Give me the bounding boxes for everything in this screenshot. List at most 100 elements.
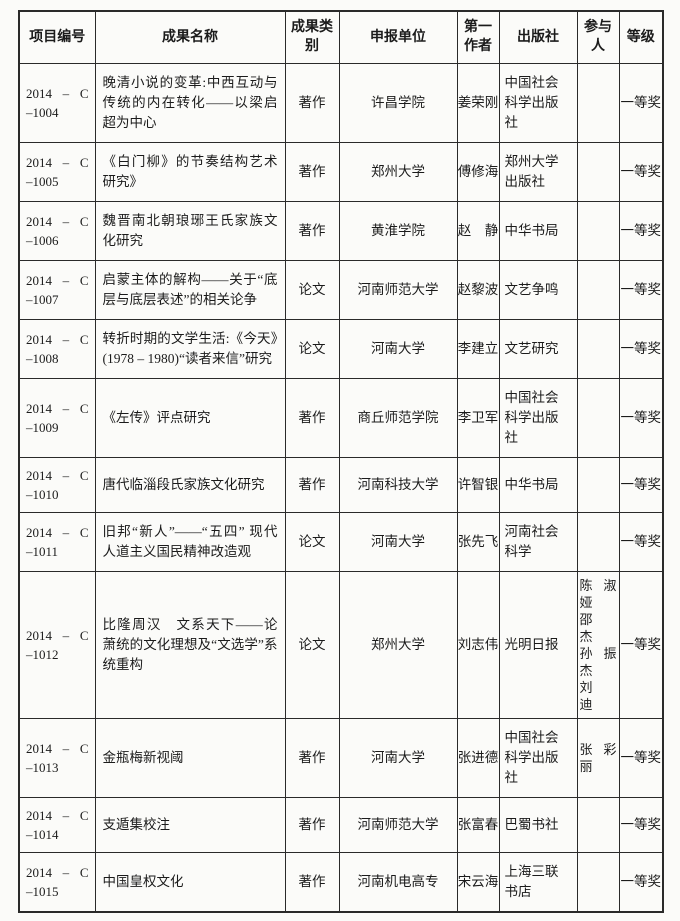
participants-cell: 张彩丽 xyxy=(576,717,620,798)
category-cell: 著作 xyxy=(284,851,340,912)
project-id-line: –1013 xyxy=(26,759,59,775)
author-cell: 李卫军 xyxy=(456,377,500,458)
table-row: 2014 – C –1014 支遁集校注 著作 河南师范大学 张富春 巴蜀书社 一等奖 xyxy=(18,796,664,853)
participant-name: 邵 杰 xyxy=(579,611,606,644)
grade-cell: 一等奖 xyxy=(618,717,664,798)
project-id-cell: 2014 – C –1010 xyxy=(18,456,96,513)
author-cell: 傅修海 xyxy=(456,141,500,202)
publisher-cell: 河南社会科学 xyxy=(498,511,578,572)
project-id-cell: 2014 – C –1007 xyxy=(18,259,96,320)
project-id-line: 2014 – C xyxy=(26,400,89,416)
project-id-cell: 2014 – C –1008 xyxy=(18,318,96,379)
title-cell: 启蒙主体的解构——关于“底层与底层表述”的相关论争 xyxy=(94,259,286,320)
publisher-cell: 郑州大学出版社 xyxy=(498,141,578,202)
column-header-publisher: 出版社 xyxy=(498,10,578,64)
publisher-cell: 中国社会科学出版社 xyxy=(498,717,578,798)
grade-cell: 一等奖 xyxy=(618,62,664,143)
title-cell: 晚清小说的变革:中西互动与传统的内在转化——以梁启超为中心 xyxy=(94,62,286,143)
category-cell: 著作 xyxy=(284,456,340,513)
participants-cell: 陈淑娅邵 杰孙振杰刘 迪 xyxy=(576,570,620,719)
grade-cell: 一等奖 xyxy=(618,141,664,202)
participants-cell xyxy=(576,141,620,202)
column-header-first-author: 第一 作者 xyxy=(456,10,500,64)
title-cell: 旧邦“新人”——“五四” 现代人道主义国民精神改造观 xyxy=(94,511,286,572)
unit-cell: 河南大学 xyxy=(338,318,458,379)
project-id-line: 2014 – C xyxy=(26,272,89,288)
project-id-line: 2014 – C xyxy=(26,524,89,540)
author-cell: 李建立 xyxy=(456,318,500,379)
participants-cell xyxy=(576,511,620,572)
publisher-cell: 文艺研究 xyxy=(498,318,578,379)
project-id-line: –1011 xyxy=(26,543,59,559)
author-cell: 张进德 xyxy=(456,717,500,798)
table-row: 2014 – C –1005 《白门柳》的节奏结构艺术研究》 著作 郑州大学 傅修海 郑州大… xyxy=(18,141,664,202)
publisher-cell: 中华书局 xyxy=(498,200,578,261)
participants-cell xyxy=(576,318,620,379)
project-id-cell: 2014 – C –1013 xyxy=(18,717,96,798)
publisher-cell: 光明日报 xyxy=(498,570,578,719)
author-cell: 许智银 xyxy=(456,456,500,513)
participants-cell xyxy=(576,456,620,513)
unit-cell: 河南机电高专 xyxy=(338,851,458,912)
category-cell: 著作 xyxy=(284,62,340,143)
grade-cell: 一等奖 xyxy=(618,851,664,912)
column-header-participants: 参与人 xyxy=(576,10,620,64)
project-id-cell: 2014 – C –1012 xyxy=(18,570,96,719)
table-body: 2014 – C –1004 晚清小说的变革:中西互动与传统的内在转化——以梁启超为… xyxy=(18,62,664,912)
participants-cell xyxy=(576,851,620,912)
project-id-line: 2014 – C xyxy=(26,213,89,229)
table-row: 2014 – C –1011 旧邦“新人”——“五四” 现代人道主义国民精神改造观论… xyxy=(18,511,664,572)
project-id-cell: 2014 – C –1009 xyxy=(18,377,96,458)
unit-cell: 商丘师范学院 xyxy=(338,377,458,458)
table-row: 2014 – C –1009 《左传》评点研究 著作 商丘师范学院 李卫军 中国社会科学出版… xyxy=(18,377,664,458)
column-header-title: 成果名称 xyxy=(94,10,286,64)
publisher-cell: 文艺争鸣 xyxy=(498,259,578,320)
category-cell: 著作 xyxy=(284,200,340,261)
grade-cell: 一等奖 xyxy=(618,456,664,513)
header-row: 项目编号 成果名称 成果类别 申报单位 第一 作者 出版社 参与人 等级 xyxy=(18,10,664,64)
unit-cell: 郑州大学 xyxy=(338,570,458,719)
author-cell: 赵黎波 xyxy=(456,259,500,320)
category-cell: 论文 xyxy=(284,511,340,572)
project-id-line: 2014 – C xyxy=(26,331,89,347)
table-row: 2014 – C –1006 魏晋南北朝琅琊王氏家族文化研究 著作 黄淮学院赵 静中华书… xyxy=(18,200,664,261)
project-id-line: –1005 xyxy=(26,173,59,189)
project-id-line: 2014 – C xyxy=(26,807,89,823)
table-row: 2014 – C –1015 中国皇权文化 著作 河南机电高专 宋云海 上海三联书店 一等奖 xyxy=(18,851,664,912)
title-cell: 唐代临淄段氏家族文化研究 xyxy=(94,456,286,513)
author-cell: 张富春 xyxy=(456,796,500,853)
project-id-line: –1008 xyxy=(26,350,59,366)
title-cell: 《左传》评点研究 xyxy=(94,377,286,458)
column-header-unit: 申报单位 xyxy=(338,10,458,64)
project-id-line: 2014 – C xyxy=(26,154,89,170)
participants-cell xyxy=(576,259,620,320)
participant-name: 张彩丽 xyxy=(579,741,617,774)
category-cell: 论文 xyxy=(284,259,340,320)
participants-cell xyxy=(576,200,620,261)
grade-cell: 一等奖 xyxy=(618,259,664,320)
unit-cell: 郑州大学 xyxy=(338,141,458,202)
category-cell: 论文 xyxy=(284,570,340,719)
unit-cell: 许昌学院 xyxy=(338,62,458,143)
publisher-cell: 上海三联书店 xyxy=(498,851,578,912)
table-row: 2014 – C –1004 晚清小说的变革:中西互动与传统的内在转化——以梁启超为… xyxy=(18,62,664,143)
publisher-cell: 中华书局 xyxy=(498,456,578,513)
title-cell: 魏晋南北朝琅琊王氏家族文化研究 xyxy=(94,200,286,261)
project-id-line: –1010 xyxy=(26,486,59,502)
project-id-line: –1012 xyxy=(26,646,59,662)
grade-cell: 一等奖 xyxy=(618,511,664,572)
table-head: 项目编号 成果名称 成果类别 申报单位 第一 作者 出版社 参与人 等级 xyxy=(18,10,664,64)
project-id-line: 2014 – C xyxy=(26,627,89,643)
author-cell: 姜荣刚 xyxy=(456,62,500,143)
project-id-cell: 2014 – C –1004 xyxy=(18,62,96,143)
column-header-category: 成果类别 xyxy=(284,10,340,64)
table-row: 2014 – C –1013 金瓶梅新视阈 著作 河南大学 张进德 中国社会科学出版社 张彩丽… xyxy=(18,717,664,798)
column-header-project-id: 项目编号 xyxy=(18,10,96,64)
unit-cell: 河南师范大学 xyxy=(338,259,458,320)
participant-name: 陈淑娅 xyxy=(579,577,617,610)
unit-cell: 河南科技大学 xyxy=(338,456,458,513)
category-cell: 著作 xyxy=(284,377,340,458)
title-cell: 金瓶梅新视阈 xyxy=(94,717,286,798)
title-cell: 中国皇权文化 xyxy=(94,851,286,912)
